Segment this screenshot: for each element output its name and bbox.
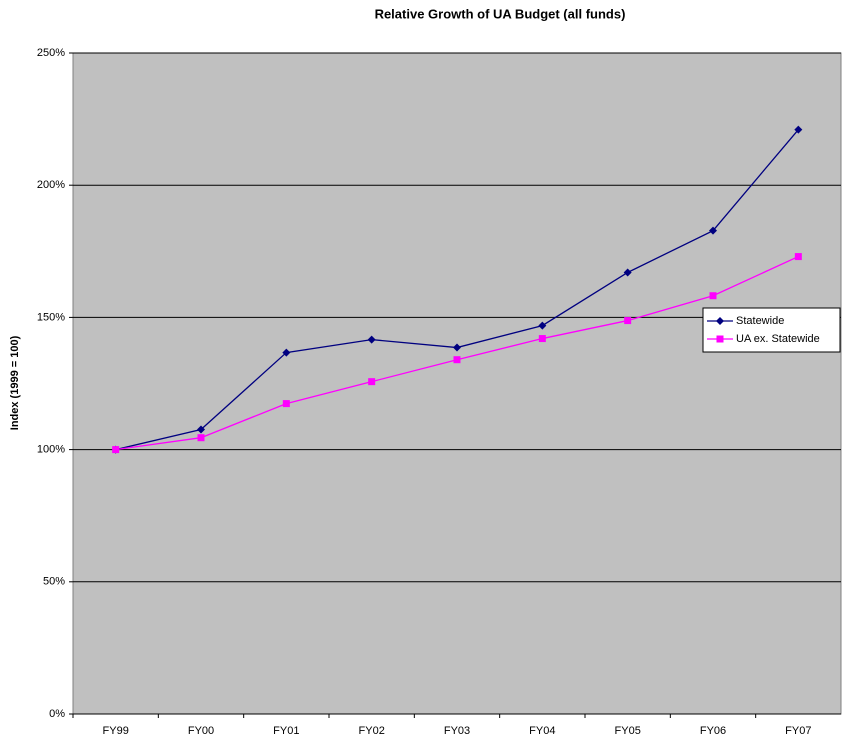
x-tick-label: FY99: [103, 725, 129, 737]
x-tick-label: FY07: [785, 725, 811, 737]
data-point: [368, 378, 376, 386]
x-tick-label: FY02: [359, 725, 385, 737]
data-point: [112, 446, 120, 454]
data-point: [794, 253, 802, 261]
legend-box: [702, 307, 841, 353]
legend-label: UA ex. Statewide: [736, 333, 820, 345]
legend-label: Statewide: [736, 315, 784, 327]
x-tick-label: FY04: [529, 725, 555, 737]
y-axis-title: Index (1999 = 100): [9, 335, 21, 430]
data-point: [282, 400, 290, 408]
plot-area: [72, 52, 842, 715]
data-point: [367, 335, 376, 344]
data-point: [624, 317, 632, 325]
data-point: [716, 335, 724, 343]
data-point: [197, 434, 205, 442]
x-tick-label: FY05: [615, 725, 641, 737]
x-tick-label: FY06: [700, 725, 726, 737]
data-point: [623, 268, 632, 277]
x-tick-label: FY03: [444, 725, 470, 737]
data-point: [709, 292, 717, 300]
y-tick-label: 50%: [43, 576, 65, 588]
data-point: [794, 125, 803, 134]
data-point: [716, 317, 724, 325]
data-point: [282, 348, 291, 357]
y-tick-label: 250%: [37, 47, 65, 59]
data-point: [453, 356, 461, 364]
data-point: [709, 226, 717, 235]
y-tick-label: 150%: [37, 311, 65, 323]
x-tick-label: FY00: [188, 725, 214, 737]
chart-title: Relative Growth of UA Budget (all funds): [375, 6, 626, 21]
data-point: [538, 321, 547, 330]
y-tick-label: 100%: [37, 444, 65, 456]
data-point: [538, 335, 546, 343]
data-point: [197, 425, 205, 434]
x-tick-label: FY01: [273, 725, 299, 737]
y-tick-label: 200%: [37, 179, 65, 191]
y-tick-label: 0%: [49, 708, 65, 720]
data-point: [453, 343, 461, 352]
